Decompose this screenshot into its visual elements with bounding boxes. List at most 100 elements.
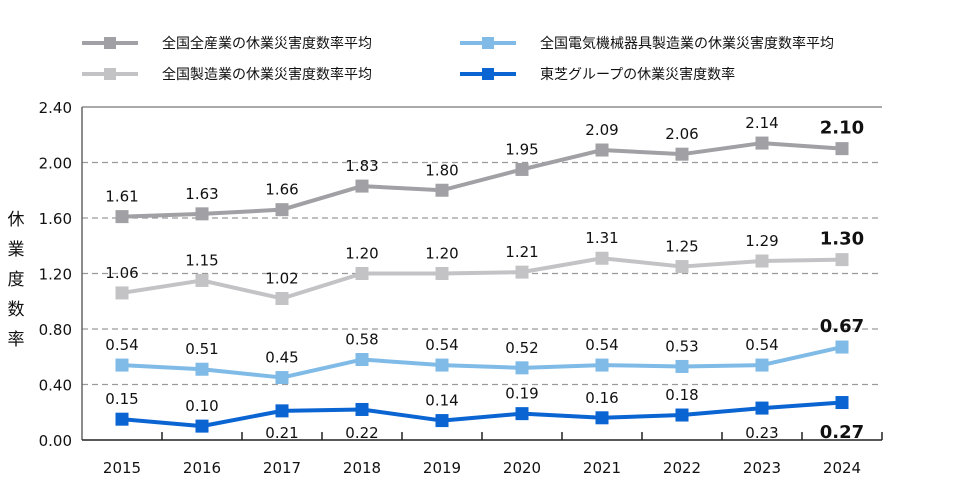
data-label: 0.54: [585, 336, 618, 354]
data-point-marker: [675, 359, 689, 373]
series-line: [121, 400, 843, 429]
data-point-marker: [355, 267, 369, 280]
data-point-marker: [275, 291, 289, 305]
data-point-marker: [835, 253, 849, 267]
x-tick-label: 2023: [743, 459, 781, 477]
legend-item-all-industry: 全国全産業の休業災害度数率平均: [82, 33, 372, 53]
data-point-marker: [515, 162, 529, 176]
data-point-marker: [195, 419, 209, 433]
data-label: 0.19: [505, 385, 538, 403]
data-label: 0.54: [425, 336, 458, 354]
y-axis-label-char: 度: [7, 270, 25, 290]
data-label: 0.58: [345, 331, 378, 349]
data-point-marker: [115, 412, 129, 426]
y-tick-label: 2.00: [39, 155, 72, 173]
data-label: 1.61: [105, 188, 138, 206]
data-label: 0.22: [345, 424, 378, 442]
y-tick-label: 2.40: [39, 99, 72, 117]
data-label: 0.54: [745, 336, 778, 354]
data-label: 1.20: [345, 245, 378, 263]
data-point-marker: [515, 361, 529, 375]
data-label: 0.45: [265, 349, 298, 367]
data-label: 1.83: [345, 157, 378, 175]
data-point-marker: [755, 136, 769, 150]
data-point-marker: [835, 142, 849, 156]
data-label: 0.21: [265, 424, 298, 442]
data-point-marker: [115, 358, 129, 372]
y-axis-label-char: 数: [7, 300, 25, 320]
data-label: 0.23: [745, 424, 778, 442]
data-point-marker: [755, 401, 769, 415]
legend-item-toshiba: 東芝グループの休業災害度数率: [460, 64, 735, 84]
data-point-marker: [675, 147, 689, 161]
data-label: 1.80: [425, 161, 458, 179]
data-point-marker: [595, 143, 609, 157]
x-tick-label: 2018: [343, 459, 381, 477]
y-axis-label: 休業度数率: [6, 205, 26, 355]
legend-item-electrical: 全国電気機械器具製造業の休業災害度数率平均: [460, 33, 834, 53]
data-point-marker: [435, 267, 449, 280]
data-point-marker: [595, 251, 609, 265]
data-point-marker: [275, 203, 289, 217]
data-point-marker: [595, 411, 609, 425]
legend-swatch: [460, 33, 516, 53]
data-label: 2.06: [665, 125, 698, 143]
data-point-marker: [595, 358, 609, 372]
legend-label: 全国電気機械器具製造業の休業災害度数率平均: [540, 36, 834, 52]
data-label: 0.51: [185, 340, 218, 358]
data-label: 1.21: [505, 243, 538, 261]
data-point-marker: [435, 358, 449, 372]
data-point-marker: [755, 358, 769, 372]
data-point-marker: [115, 286, 129, 300]
data-label: 0.15: [105, 390, 138, 408]
data-point-marker: [515, 265, 529, 279]
data-label: 0.52: [505, 339, 538, 357]
data-point-marker: [115, 210, 129, 224]
data-label: 2.14: [745, 114, 778, 132]
data-label: 0.18: [665, 386, 698, 404]
data-label: 0.16: [585, 389, 618, 407]
data-label: 0.53: [665, 337, 698, 355]
y-axis-label-char: 率: [7, 330, 25, 350]
data-point-marker: [355, 179, 369, 193]
x-tick-label: 2024: [823, 459, 861, 477]
legend-item-manufacturing: 全国製造業の休業災害度数率平均: [82, 64, 372, 84]
data-label: 1.15: [185, 251, 218, 269]
data-label: 0.54: [105, 336, 138, 354]
data-point-marker: [675, 408, 689, 422]
data-label: 1.20: [425, 245, 458, 263]
y-tick-label: 0.00: [39, 432, 72, 450]
y-tick-label: 0.40: [39, 377, 72, 395]
data-label: 1.66: [265, 181, 298, 199]
data-point-marker: [435, 183, 449, 197]
series-line: [121, 256, 843, 301]
legend-label: 全国全産業の休業災害度数率平均: [162, 36, 372, 52]
data-label: 1.95: [505, 140, 538, 158]
data-label: 1.30: [820, 229, 864, 250]
data-point-marker: [755, 254, 769, 268]
legend-swatch: [82, 33, 138, 53]
data-label: 0.14: [425, 392, 458, 410]
data-point-marker: [275, 404, 289, 418]
x-tick-label: 2020: [503, 459, 541, 477]
series-line: [121, 345, 843, 380]
data-label: 1.31: [585, 229, 618, 247]
data-label: 2.10: [820, 118, 864, 139]
legend-label: 全国製造業の休業災害度数率平均: [162, 67, 372, 83]
data-label: 1.25: [665, 238, 698, 256]
data-point-marker: [675, 260, 689, 274]
x-tick-label: 2022: [663, 459, 701, 477]
data-label: 1.02: [265, 269, 298, 287]
x-tick-label: 2019: [423, 459, 461, 477]
data-point-marker: [195, 273, 209, 287]
data-label: 0.67: [820, 316, 864, 337]
data-point-marker: [275, 371, 289, 385]
data-point-marker: [835, 396, 849, 410]
legend-swatch: [460, 64, 516, 84]
x-tick-label: 2016: [183, 459, 221, 477]
data-label: 2.09: [585, 121, 618, 139]
data-label: 1.63: [185, 185, 218, 203]
x-tick-label: 2021: [583, 459, 621, 477]
y-tick-label: 0.80: [39, 321, 72, 339]
